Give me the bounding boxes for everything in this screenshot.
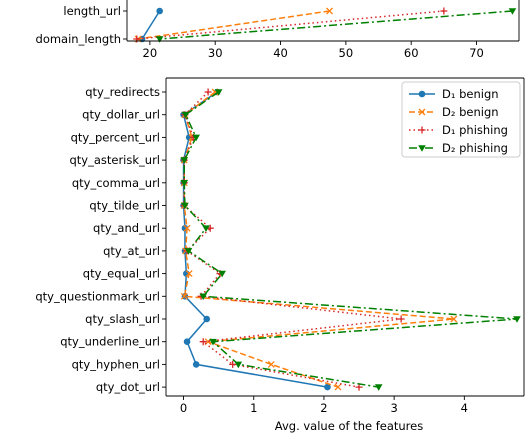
- x-tick-label: 30: [208, 46, 223, 60]
- data-point: [155, 36, 164, 43]
- legend-label: D₂ benign: [442, 105, 499, 119]
- y-tick-label: qty_at_url: [103, 244, 160, 258]
- data-point: [397, 315, 405, 323]
- series-4: [180, 89, 521, 391]
- x-tick-label: 1: [250, 401, 257, 415]
- data-point: [324, 383, 331, 391]
- data-point: [180, 180, 189, 187]
- y-tick-label: qty_comma_url: [72, 176, 160, 190]
- legend-item-4: D₂ phishing: [409, 141, 508, 155]
- series-line: [136, 10, 444, 40]
- y-tick-label: qty_underline_url: [60, 335, 160, 349]
- legend-marker: [418, 90, 426, 98]
- data-point: [180, 157, 189, 164]
- x-tick-label: 0: [180, 401, 187, 415]
- legend-box: [401, 81, 521, 158]
- data-point: [209, 338, 217, 346]
- y-tick-label: qty_percent_url: [71, 130, 160, 144]
- data-point: [183, 338, 191, 346]
- y-tick-label: qty_redirects: [85, 85, 160, 99]
- data-point: [218, 270, 226, 278]
- data-point: [204, 88, 212, 96]
- data-point: [181, 111, 190, 119]
- series-line: [141, 10, 161, 40]
- y-tick-label: qty_dollar_url: [82, 108, 160, 122]
- legend-marker: [418, 126, 426, 134]
- x-tick-label: 4: [461, 401, 468, 415]
- series-line: [183, 91, 518, 388]
- data-point: [513, 316, 521, 323]
- x-tick-label: 3: [390, 401, 397, 415]
- legend-label: D₁ benign: [442, 87, 499, 101]
- data-point: [267, 360, 275, 368]
- series-line: [137, 10, 330, 40]
- data-point: [156, 7, 163, 15]
- data-point: [180, 292, 188, 300]
- legend-marker: [418, 108, 426, 116]
- data-point: [192, 134, 200, 142]
- series-line: [183, 91, 402, 388]
- data-point: [184, 248, 193, 255]
- legend-label: D₂ phishing: [442, 141, 508, 155]
- main-chart: qty_redirects qty_dollar_url qty_percent_u…: [35, 77, 525, 433]
- data-point: [202, 225, 210, 232]
- data-point: [214, 89, 223, 96]
- data-point: [185, 270, 193, 278]
- x-tick-label: 70: [469, 46, 484, 60]
- data-point: [199, 338, 207, 346]
- y-tick-label: qty_questionmark_url: [35, 289, 160, 303]
- data-point: [229, 360, 237, 368]
- x-tick-label: 20: [143, 46, 158, 60]
- data-point: [355, 383, 363, 391]
- y-tick-label: length_url: [63, 4, 121, 18]
- data-point: [181, 202, 189, 210]
- data-point: [203, 315, 211, 323]
- data-point: [326, 7, 333, 15]
- x-tick-label: 50: [339, 46, 354, 60]
- x-tick-label: 40: [273, 46, 288, 60]
- y-tick-label: qty_asterisk_url: [69, 153, 160, 167]
- series-4: [155, 8, 517, 43]
- series-line: [183, 91, 454, 388]
- legend: D₁ benign D₂ benign D₁ phishing D₂ phishing: [401, 81, 521, 158]
- x-tick-label: 60: [404, 46, 419, 60]
- data-point: [450, 315, 458, 323]
- y-tick-label: qty_and_url: [93, 221, 160, 235]
- legend-item-1: D₁ benign: [409, 87, 499, 101]
- y-tick-label: qty_equal_url: [83, 267, 160, 281]
- legend-label: D₁ phishing: [442, 123, 508, 137]
- axes-frame: [126, 0, 520, 42]
- y-tick-label: domain_length: [36, 32, 121, 46]
- data-point: [192, 361, 200, 368]
- series-3: [133, 7, 448, 43]
- y-tick-label: qty_hyphen_url: [72, 357, 160, 371]
- y-tick-label: qty_dot_url: [96, 380, 160, 394]
- data-point: [183, 224, 191, 232]
- top-chart: length_url domain_length 20 30 40 50 60 70: [36, 0, 520, 60]
- data-point: [234, 361, 243, 369]
- data-point: [374, 384, 383, 391]
- data-point: [440, 7, 448, 15]
- data-point: [334, 383, 342, 391]
- x-axis-label: Avg. value of the features: [275, 419, 423, 433]
- legend-item-2: D₂ benign: [409, 105, 499, 119]
- x-tick-label: 2: [320, 401, 327, 415]
- series-3: [180, 88, 405, 391]
- legend-item-3: D₁ phishing: [409, 123, 508, 137]
- data-point: [199, 293, 208, 301]
- y-tick-label: qty_tilde_url: [89, 199, 160, 213]
- series-line: [182, 91, 328, 388]
- legend-marker: [418, 145, 426, 152]
- y-tick-label: qty_slash_url: [85, 312, 160, 326]
- series-line: [159, 10, 513, 40]
- data-point: [508, 8, 517, 15]
